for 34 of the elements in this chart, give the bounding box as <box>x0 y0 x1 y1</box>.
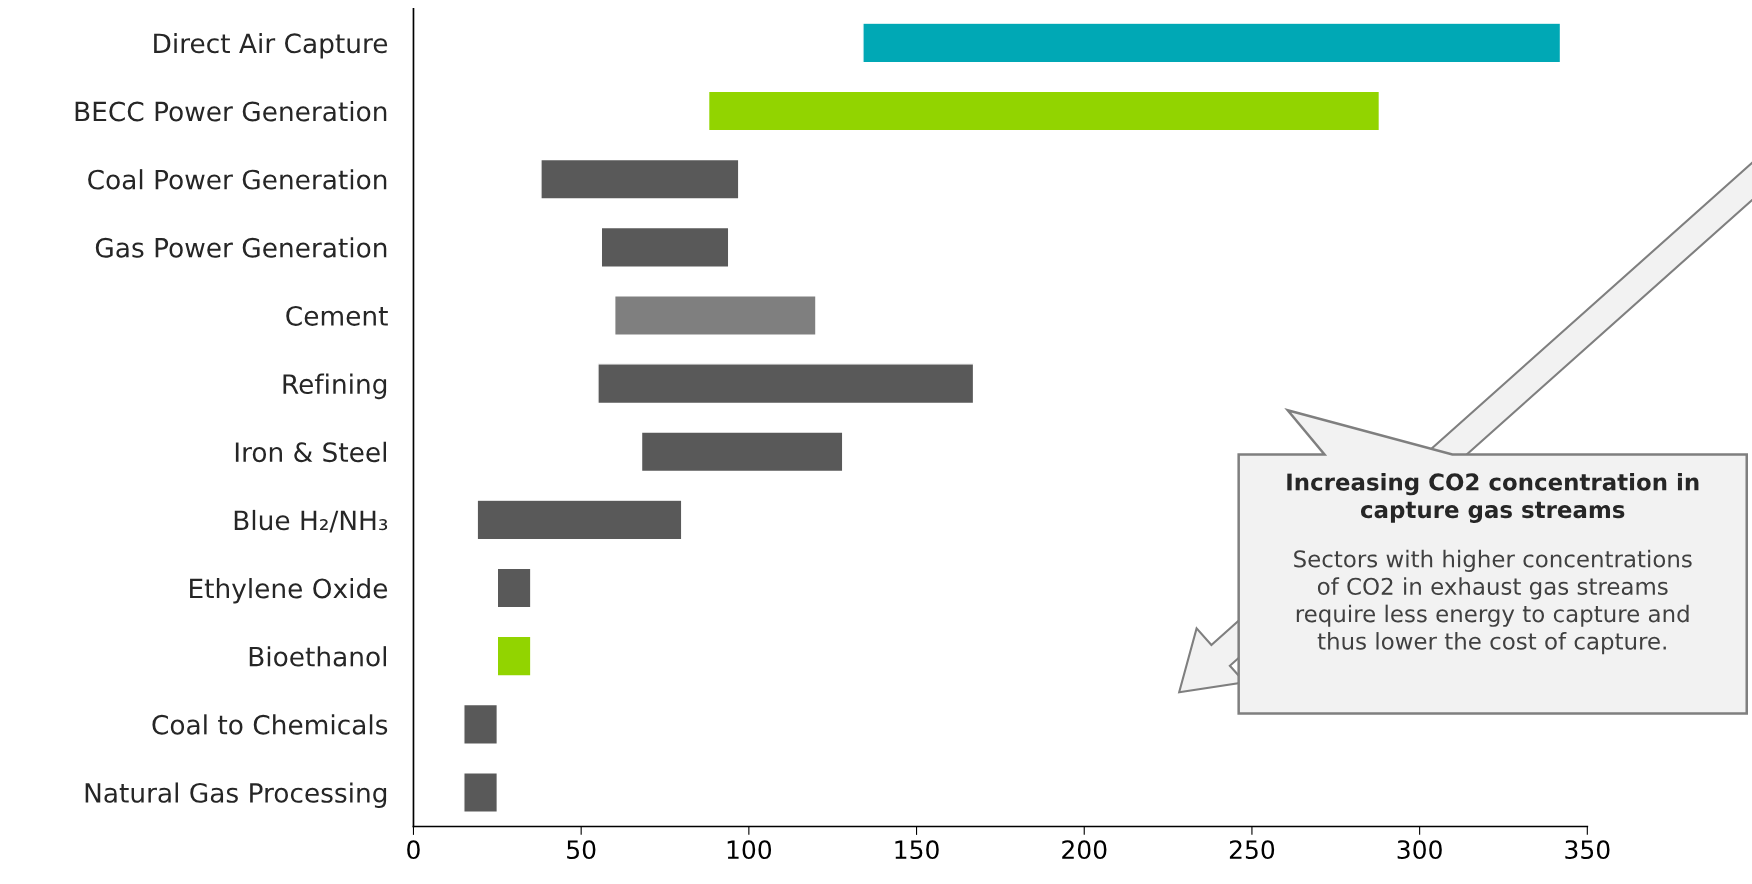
bar <box>597 363 975 405</box>
x-tick-label: 50 <box>567 840 596 860</box>
bar <box>614 295 817 336</box>
bar <box>540 158 740 200</box>
y-tick-label: Coal Power Generation <box>88 169 387 190</box>
x-tick-label: 0 <box>407 840 420 860</box>
y-tick-label: Natural Gas Processing <box>85 782 387 808</box>
y-tick-label: Refining <box>283 373 387 400</box>
bar <box>600 226 730 268</box>
annotation: Increasing CO2 concentration in capture gas streams <box>1287 472 1699 523</box>
bar <box>463 772 499 813</box>
y-tick-label: Blue H₂/NH₃ <box>234 509 388 533</box>
bar <box>862 22 1562 64</box>
y-tick-label: Coal to Chemicals <box>152 714 388 735</box>
y-tick-label: Direct Air Capture <box>154 32 388 59</box>
bar <box>496 635 532 677</box>
y-tick-label: BECC Power Generation <box>75 101 387 122</box>
y-tick-label: Cement <box>286 305 388 326</box>
y-tick-label: Gas Power Generation <box>95 237 387 258</box>
x-tick-label: 150 <box>895 840 939 860</box>
x-tick-label: 250 <box>1229 840 1275 860</box>
x-tick-label: 300 <box>1397 840 1442 860</box>
y-tick-label: Ethylene Oxide <box>190 578 388 604</box>
bar <box>463 703 499 745</box>
bar <box>640 431 844 473</box>
annotation: Sectors with higher concentrations of CO2 in exhaust gas streams require less energy to capture and thus lower the cost of capture. <box>1294 549 1692 655</box>
x-tick-label: 100 <box>727 840 772 860</box>
bar <box>496 567 532 609</box>
y-tick-label: Iron & Steel <box>235 441 386 463</box>
bar <box>707 90 1381 132</box>
bar <box>476 499 683 541</box>
y-tick-label: Bioethanol <box>249 646 386 667</box>
x-tick-label: 350 <box>1565 840 1610 860</box>
x-tick-label: 200 <box>1062 840 1107 860</box>
